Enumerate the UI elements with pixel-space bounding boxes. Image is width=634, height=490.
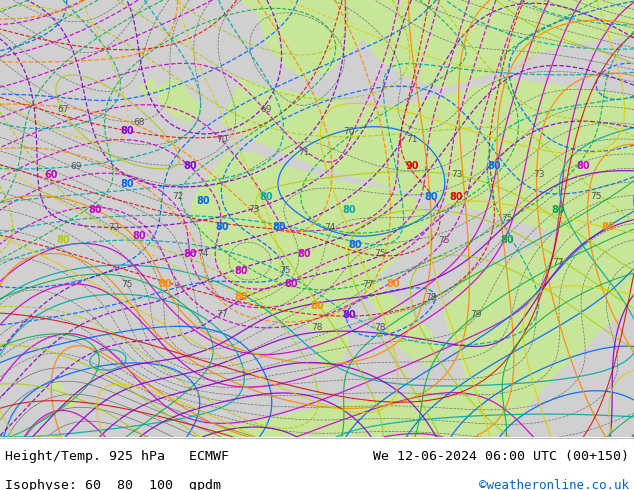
Polygon shape bbox=[444, 196, 634, 437]
Polygon shape bbox=[190, 153, 431, 328]
Text: 67: 67 bbox=[58, 105, 69, 114]
Text: 80: 80 bbox=[576, 161, 590, 171]
Text: 77: 77 bbox=[362, 280, 373, 289]
Text: 72: 72 bbox=[172, 192, 183, 201]
Text: 74: 74 bbox=[197, 249, 209, 258]
Text: 68: 68 bbox=[134, 118, 145, 127]
Polygon shape bbox=[241, 0, 444, 52]
Text: 80: 80 bbox=[234, 292, 248, 302]
Text: 80: 80 bbox=[500, 235, 514, 245]
Text: 75: 75 bbox=[590, 192, 602, 201]
Text: ©weatheronline.co.uk: ©weatheronline.co.uk bbox=[479, 479, 629, 490]
Polygon shape bbox=[222, 79, 634, 253]
Text: 80: 80 bbox=[342, 310, 356, 319]
Text: 80: 80 bbox=[234, 266, 248, 276]
Text: 80: 80 bbox=[310, 301, 324, 311]
Text: 70: 70 bbox=[216, 135, 228, 145]
Text: 69: 69 bbox=[261, 105, 272, 114]
Text: 75: 75 bbox=[121, 280, 133, 289]
Polygon shape bbox=[63, 398, 76, 411]
Text: 80: 80 bbox=[348, 240, 362, 250]
Text: 80: 80 bbox=[424, 192, 438, 202]
Text: 75: 75 bbox=[280, 267, 291, 275]
Text: 80: 80 bbox=[602, 222, 616, 232]
Text: 80: 80 bbox=[88, 205, 102, 215]
Text: 73: 73 bbox=[451, 171, 462, 179]
Text: 90: 90 bbox=[405, 161, 419, 171]
Text: 80: 80 bbox=[158, 279, 172, 289]
Polygon shape bbox=[158, 79, 197, 122]
Text: 80: 80 bbox=[551, 205, 565, 215]
Text: 72: 72 bbox=[108, 223, 120, 232]
Polygon shape bbox=[304, 253, 349, 371]
Text: We 12-06-2024 06:00 UTC (00+150): We 12-06-2024 06:00 UTC (00+150) bbox=[373, 450, 629, 464]
Text: 77: 77 bbox=[552, 258, 564, 267]
Text: 80: 80 bbox=[386, 279, 400, 289]
Polygon shape bbox=[190, 371, 495, 437]
Polygon shape bbox=[139, 79, 158, 96]
Text: Height/Temp. 925 hPa   ECMWF: Height/Temp. 925 hPa ECMWF bbox=[5, 450, 229, 464]
Text: 80: 80 bbox=[488, 161, 501, 171]
Text: 80: 80 bbox=[196, 196, 210, 206]
Text: 75: 75 bbox=[501, 214, 513, 223]
Text: 78: 78 bbox=[425, 293, 437, 302]
Text: 80: 80 bbox=[342, 205, 356, 215]
Text: 69: 69 bbox=[70, 162, 82, 171]
Text: 80: 80 bbox=[272, 222, 286, 232]
Text: 78: 78 bbox=[311, 323, 323, 332]
Text: 80: 80 bbox=[215, 222, 229, 232]
Text: 71: 71 bbox=[299, 148, 310, 157]
Text: 75: 75 bbox=[375, 249, 386, 258]
Text: 71: 71 bbox=[406, 135, 418, 145]
Text: Isophyse: 60  80  100  gpdm: Isophyse: 60 80 100 gpdm bbox=[5, 479, 221, 490]
Text: 70: 70 bbox=[343, 126, 354, 136]
Text: 80: 80 bbox=[259, 192, 273, 202]
Text: 80: 80 bbox=[183, 161, 197, 171]
Text: 78: 78 bbox=[375, 323, 386, 332]
Text: 73: 73 bbox=[248, 205, 259, 214]
Text: 77: 77 bbox=[216, 310, 228, 319]
Text: 80: 80 bbox=[285, 279, 299, 289]
Polygon shape bbox=[349, 0, 634, 87]
Text: 75: 75 bbox=[438, 236, 450, 245]
Text: 80: 80 bbox=[133, 231, 146, 241]
Text: 80: 80 bbox=[183, 248, 197, 259]
Text: 80: 80 bbox=[120, 126, 134, 136]
Text: 80: 80 bbox=[450, 192, 463, 202]
Text: 74: 74 bbox=[324, 223, 335, 232]
Text: 80: 80 bbox=[297, 248, 311, 259]
Polygon shape bbox=[165, 79, 203, 122]
Polygon shape bbox=[361, 271, 444, 367]
Text: 80: 80 bbox=[120, 178, 134, 189]
Text: 60: 60 bbox=[44, 170, 58, 180]
Polygon shape bbox=[254, 0, 412, 79]
Text: 79: 79 bbox=[470, 310, 481, 319]
Polygon shape bbox=[51, 380, 63, 393]
Text: 80: 80 bbox=[56, 235, 70, 245]
Text: 73: 73 bbox=[533, 171, 545, 179]
